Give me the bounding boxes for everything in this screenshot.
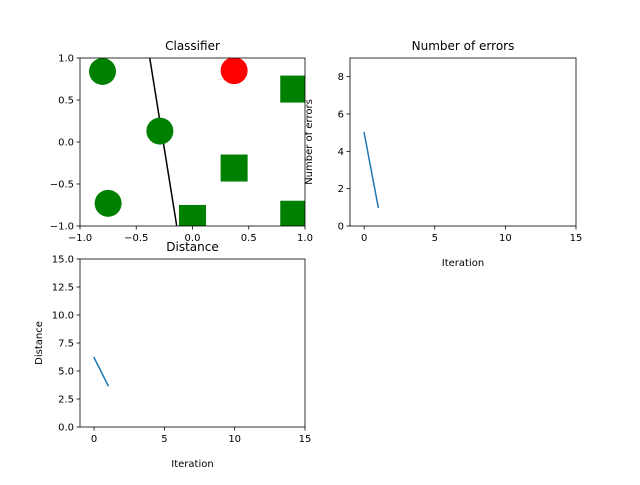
classifier-ytick-label-3: 0.5	[58, 96, 74, 107]
errors-xlabel: Iteration	[442, 258, 484, 269]
point-square-4	[280, 75, 305, 103]
errors-xtick-label-1: 5	[432, 233, 438, 244]
distance-xtick-label-2: 10	[228, 434, 241, 445]
distance-ytick-label-2: 5.0	[58, 367, 74, 378]
distance-axes: 0 5 10 15 0.0 2.5 5.0 7.5 10.0 12.5 15.0 Distance It…	[34, 240, 311, 470]
point-square-7	[280, 200, 305, 226]
point-circle-0	[89, 58, 116, 85]
classifier-xtick-label-3: 0.5	[241, 233, 257, 244]
distance-xtick-label-1: 5	[161, 434, 167, 445]
point-circle-2	[94, 189, 122, 217]
distance-xtick-label-0: 0	[91, 434, 97, 445]
errors-ytick-label-1: 2	[338, 184, 344, 195]
errors-ylabel: Number of errors	[304, 99, 315, 185]
classifier-axes: −1.0 −0.5 0.0 0.5 1.0 −1.0 −0.5 0.0 0.5 1.0 Classi…	[50, 39, 313, 244]
point-square-5	[220, 154, 248, 182]
errors-xtick-label-0: 0	[361, 233, 367, 244]
errors-ytick-label-3: 6	[338, 110, 344, 121]
classifier-ytick-label-0: −1.0	[50, 222, 74, 233]
errors-frame	[349, 57, 577, 227]
distance-frame	[79, 258, 306, 428]
classifier-ytick-label-4: 1.0	[58, 54, 74, 65]
classifier-xtick-label-4: 1.0	[297, 233, 313, 244]
classifier-ytick-label-1: −0.5	[50, 180, 74, 191]
distance-ytick-label-1: 2.5	[58, 395, 74, 406]
distance-ylabel: Distance	[34, 321, 45, 365]
classifier-xtick-label-1: −0.5	[124, 233, 148, 244]
errors-xtick-label-3: 15	[570, 233, 583, 244]
errors-xtick-label-2: 10	[499, 233, 512, 244]
errors-series-line-0	[363, 131, 380, 209]
classifier-plot-area	[89, 58, 305, 226]
errors-ytick-label-2: 4	[338, 147, 344, 158]
distance-ytick-label-6: 15.0	[52, 255, 74, 266]
classifier-xtick-label-0: −1.0	[68, 233, 92, 244]
distance-series-line-0	[93, 356, 110, 387]
distance-xlabel: Iteration	[171, 459, 213, 470]
distance-ytick-label-3: 7.5	[58, 339, 74, 350]
point-square-6	[179, 204, 206, 226]
distance-ytick-label-5: 12.5	[52, 283, 74, 294]
errors-plot-area	[363, 131, 380, 209]
errors-axes: 0 5 10 15 0 2 4 6 8 Number of errors Iteration Numb…	[304, 39, 582, 269]
errors-ytick-label-4: 8	[338, 72, 344, 83]
distance-xtick-label-3: 15	[299, 434, 312, 445]
errors-title: Number of errors	[412, 39, 515, 53]
distance-plot-area	[93, 356, 110, 387]
classifier-xtick-label-2: 0.0	[185, 233, 201, 244]
distance-ytick-label-4: 10.0	[52, 311, 74, 322]
errors-ytick-label-0: 0	[338, 222, 344, 233]
point-circle-1	[146, 117, 174, 145]
distance-ytick-label-0: 0.0	[58, 423, 74, 434]
point-circle-3	[220, 58, 248, 85]
distance-title: Distance	[166, 240, 218, 254]
classifier-ytick-label-2: 0.0	[58, 138, 74, 149]
classifier-title: Classifier	[165, 39, 220, 53]
